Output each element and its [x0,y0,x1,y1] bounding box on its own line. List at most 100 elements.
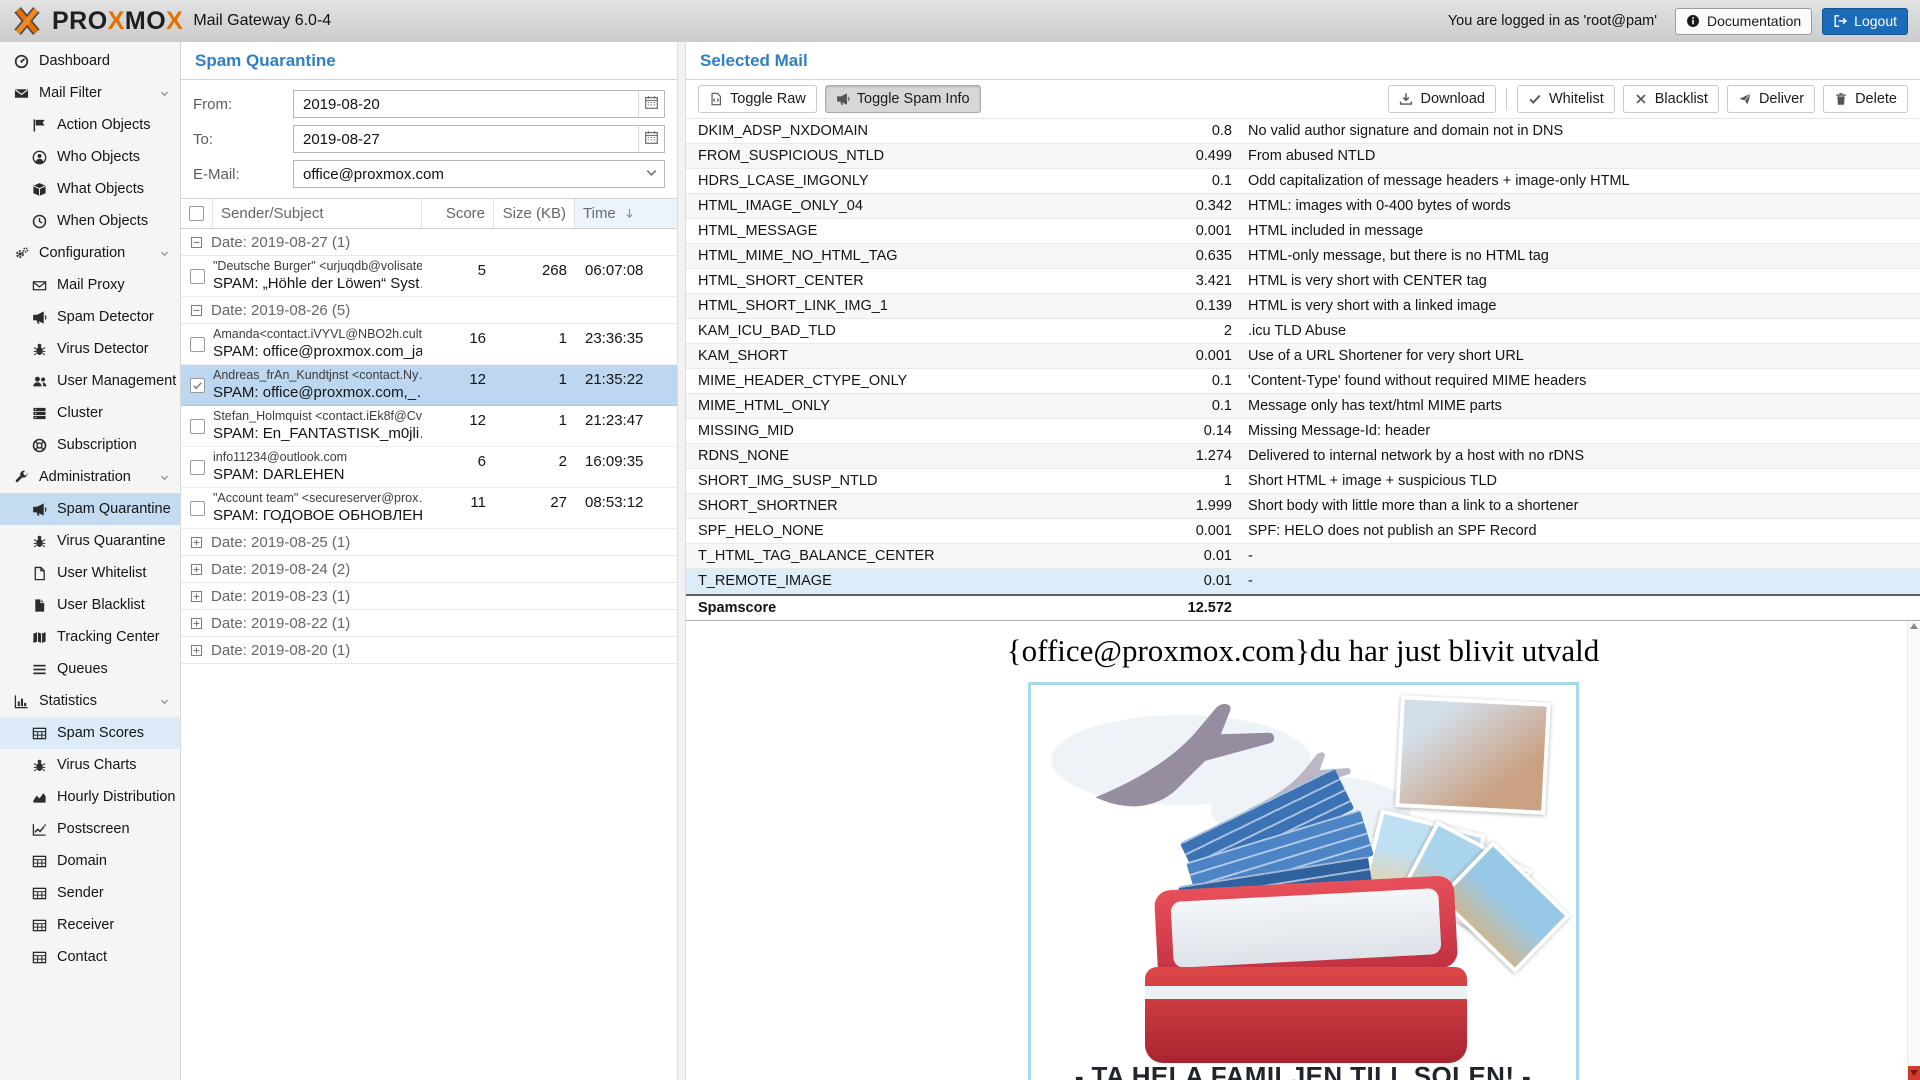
whitelist-button[interactable]: Whitelist [1516,85,1615,113]
line-chart-icon [30,822,48,837]
column-header-time[interactable]: Time [575,199,677,228]
sidebar-item-receiver[interactable]: Receiver [0,909,180,941]
row-checkbox[interactable] [189,418,205,434]
group-label: Date: 2019-08-25 (1) [211,533,351,551]
row-checkbox[interactable] [189,459,205,475]
to-date-input[interactable] [294,126,638,152]
mail-sender: Amanda<contact.iVYVL@NBO2h.cult… [213,326,422,341]
mail-group-header[interactable]: Date: 2019-08-27 (1) [181,229,677,256]
toggle-raw-label: Toggle Raw [730,91,806,107]
sidebar-item-what-objects[interactable]: What Objects [0,173,180,205]
sidebar-item-mail-filter[interactable]: Mail Filter [0,77,180,109]
delete-button[interactable]: Delete [1823,85,1908,113]
sidebar-item-postscreen[interactable]: Postscreen [0,813,180,845]
area-chart-icon [30,790,48,805]
sidebar-item-statistics[interactable]: Statistics [0,685,180,717]
blacklist-button[interactable]: Blacklist [1622,85,1719,113]
sidebar-item-contact[interactable]: Contact [0,941,180,973]
sidebar-item-virus-quarantine[interactable]: Virus Quarantine [0,525,180,557]
spam-rule-desc: HTML included in message [1248,223,1424,239]
spam-rule-score: 0.001 [1195,348,1232,364]
select-all-checkbox[interactable] [189,206,204,221]
mail-group-header[interactable]: Date: 2019-08-20 (1) [181,637,677,664]
vacation-photo [1394,695,1551,815]
calendar-icon [644,130,659,148]
scroll-down-arrow[interactable] [1908,1066,1920,1080]
row-checkbox[interactable] [189,336,205,352]
spam-rule-score: 1 [1223,473,1232,489]
row-checkbox[interactable] [189,377,205,393]
bullhorn-icon [836,92,850,106]
sidebar-item-hourly-distribution[interactable]: Hourly Distribution [0,781,180,813]
deliver-button[interactable]: Deliver [1726,85,1816,113]
sidebar-item-mail-proxy[interactable]: Mail Proxy [0,269,180,301]
sidebar-item-label: Cluster [57,405,103,421]
mail-group-header[interactable]: Date: 2019-08-22 (1) [181,610,677,637]
toggle-spam-info-button[interactable]: Toggle Spam Info [824,85,981,113]
sidebar-item-dashboard[interactable]: Dashboard [0,45,180,77]
sidebar-item-tracking-center[interactable]: Tracking Center [0,621,180,653]
sidebar-item-configuration[interactable]: Configuration [0,237,180,269]
sidebar-item-action-objects[interactable]: Action Objects [0,109,180,141]
mail-row[interactable]: "Account team" <secureserver@prox… SPAM: … [181,488,677,529]
scroll-up-arrow[interactable] [1908,623,1920,629]
clock-icon [30,214,48,229]
sidebar-item-domain[interactable]: Domain [0,845,180,877]
mail-group-header[interactable]: Date: 2019-08-24 (2) [181,556,677,583]
mail-time: 06:07:08 [585,262,644,279]
spam-rule-row: MIME_HEADER_CTYPE_ONLY 0.1 'Content-Type' … [686,369,1920,394]
spam-rule-name: HTML_MIME_NO_HTML_TAG [698,248,898,264]
mail-row[interactable]: Amanda<contact.iVYVL@NBO2h.cult… SPAM: of… [181,324,677,365]
sidebar-item-subscription[interactable]: Subscription [0,429,180,461]
sidebar-item-virus-charts[interactable]: Virus Charts [0,749,180,781]
to-calendar-button[interactable] [638,126,664,152]
from-calendar-button[interactable] [638,91,664,117]
mail-row[interactable]: Andreas_frAn_Kundtjnst <contact.Ny… SPAM:… [181,365,677,406]
download-button[interactable]: Download [1388,85,1496,113]
sidebar-item-when-objects[interactable]: When Objects [0,205,180,237]
spam-rule-name: RDNS_NONE [698,448,790,464]
spam-rule-name: KAM_SHORT [698,348,788,364]
to-label: To: [193,130,214,148]
documentation-button[interactable]: Documentation [1675,7,1813,35]
column-header-size[interactable]: Size (KB) [494,199,575,228]
sidebar-item-spam-scores[interactable]: Spam Scores [0,717,180,749]
mail-row[interactable]: Stefan_Holmquist <contact.iEk8f@Cv… SPAM:… [181,406,677,447]
column-header-score[interactable]: Score [422,199,494,228]
row-checkbox[interactable] [189,268,205,284]
email-combo-input[interactable] [294,161,638,187]
mail-sender: "Deutsche Burger" <urjuqdb@volisate… [213,258,422,273]
spam-rule-row: KAM_ICU_BAD_TLD 2 .icu TLD Abuse [686,319,1920,344]
mail-row[interactable]: "Deutsche Burger" <urjuqdb@volisate… SPAM… [181,256,677,297]
sidebar-item-user-whitelist[interactable]: User Whitelist [0,557,180,589]
mail-group-header[interactable]: Date: 2019-08-23 (1) [181,583,677,610]
sidebar-item-who-objects[interactable]: Who Objects [0,141,180,173]
mail-size: 1 [558,330,567,347]
chevron-down-icon [644,165,659,183]
sidebar-item-user-blacklist[interactable]: User Blacklist [0,589,180,621]
sidebar-item-sender[interactable]: Sender [0,877,180,909]
column-header-sender[interactable]: Sender/Subject [213,199,422,228]
toggle-raw-button[interactable]: Toggle Raw [698,85,817,113]
preview-scrollbar[interactable] [1907,621,1920,1080]
sidebar-item-queues[interactable]: Queues [0,653,180,685]
sidebar-item-administration[interactable]: Administration [0,461,180,493]
panel-splitter[interactable] [677,42,686,1080]
from-date-input[interactable] [294,91,638,117]
email-combo-trigger[interactable] [638,161,664,187]
sidebar-item-label: Contact [57,949,107,965]
sidebar-item-label: Dashboard [39,53,110,69]
sidebar-item-cluster[interactable]: Cluster [0,397,180,429]
mail-row[interactable]: info11234@outlook.com SPAM: DARLEHEN 6 2 16:… [181,447,677,488]
toolbar-divider [1505,88,1507,110]
spam-rule-desc: Odd capitalization of message headers + … [1248,173,1630,189]
cube-icon [30,182,48,197]
sidebar-item-virus-detector[interactable]: Virus Detector [0,333,180,365]
sidebar-item-user-management[interactable]: User Management [0,365,180,397]
mail-group-header[interactable]: Date: 2019-08-26 (5) [181,297,677,324]
row-checkbox[interactable] [189,500,205,516]
sidebar-item-spam-quarantine[interactable]: Spam Quarantine [0,493,180,525]
logout-button[interactable]: Logout [1822,7,1908,35]
mail-group-header[interactable]: Date: 2019-08-25 (1) [181,529,677,556]
sidebar-item-spam-detector[interactable]: Spam Detector [0,301,180,333]
